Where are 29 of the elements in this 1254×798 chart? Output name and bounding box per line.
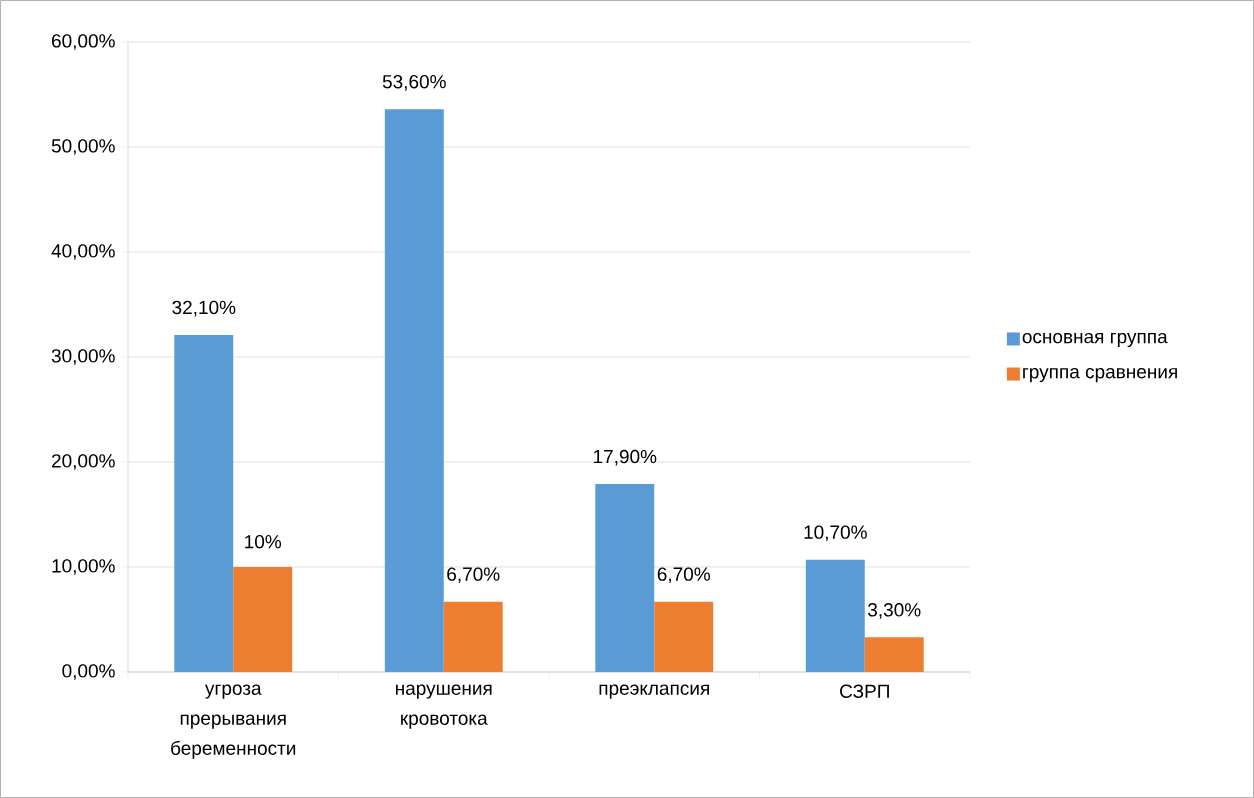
bar (864, 637, 924, 672)
data-label: 6,70% (657, 567, 710, 584)
y-tick-label: 10,00% (52, 559, 115, 575)
y-tick-label: 50,00% (51, 139, 115, 155)
bar (384, 109, 444, 672)
y-tick-label: 20,00% (51, 454, 115, 470)
x-tick-label: преэклапсия (599, 684, 709, 699)
y-tick-label: 40,00% (51, 244, 115, 260)
data-label: 3,30% (868, 603, 921, 619)
y-tick-label: 30,00% (51, 349, 115, 365)
x-tick-label: угроза прерывания беременности (171, 684, 296, 759)
y-tick-label: 0,00% (62, 664, 115, 680)
data-label: 32,10% (172, 300, 236, 317)
data-label: 6,70% (447, 567, 500, 584)
bar (233, 566, 293, 672)
bar (654, 601, 714, 672)
bar (443, 601, 503, 672)
bar (595, 484, 655, 672)
bar (805, 559, 865, 672)
x-tick-label: СЗРП (840, 684, 889, 698)
x-tick-label: нарушения кровотока (396, 684, 492, 729)
data-label: 17,90% (594, 449, 657, 466)
data-label: 10% (245, 535, 282, 549)
bar (174, 334, 234, 672)
y-tick-label: 60,00% (52, 34, 115, 50)
data-label: 10,70% (804, 525, 867, 542)
legend-label: группа сравнения (1023, 367, 1177, 383)
legend-label: основная группа (1022, 332, 1168, 348)
data-label: 53,60% (382, 74, 446, 91)
